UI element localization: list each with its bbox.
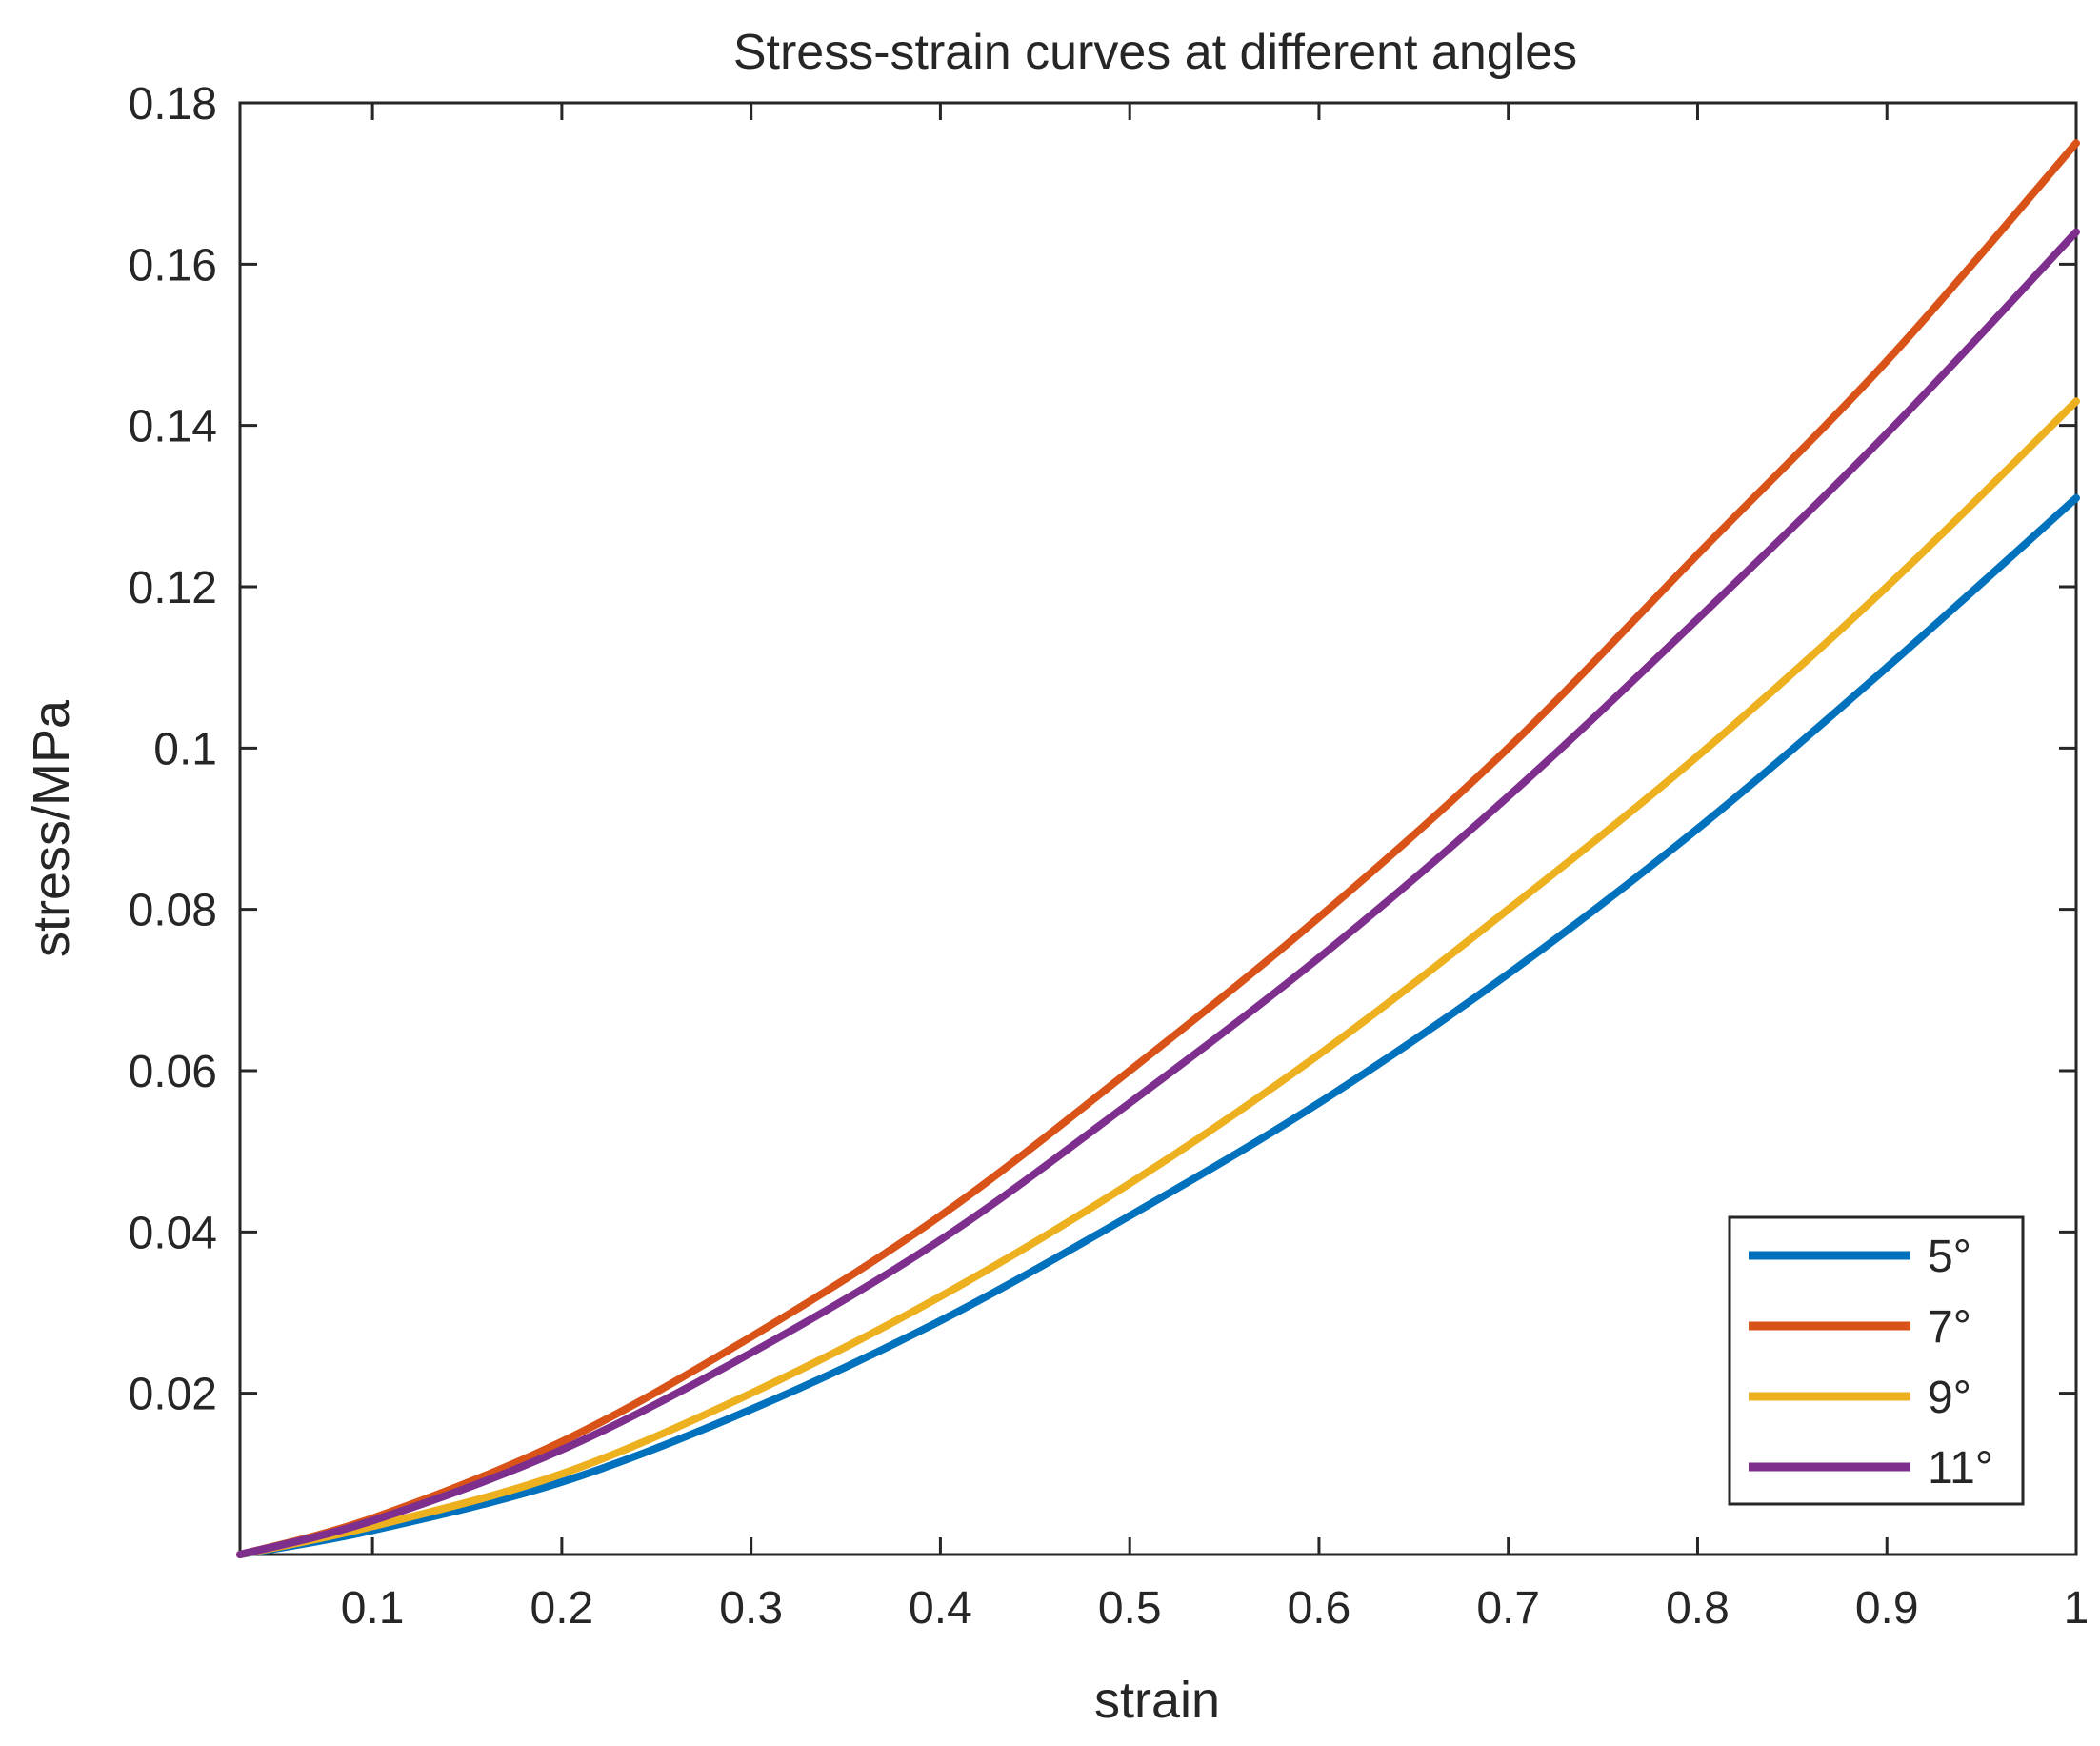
y-tick-label: 0.04 bbox=[129, 1208, 217, 1258]
series-layer bbox=[236, 139, 2080, 1558]
x-tick-label: 0.2 bbox=[530, 1583, 594, 1634]
x-axis-ticks: 0.1 0.2 0.3 0.4 0.5 0.6 0.7 0.8 0.9 1 bbox=[341, 103, 2090, 1634]
x-tick-label: 0.3 bbox=[719, 1583, 783, 1634]
x-tick-label: 0.7 bbox=[1476, 1583, 1540, 1634]
series-3-point bbox=[2076, 401, 2077, 402]
y-axis-ticks: 0.02 0.04 0.06 0.08 0.1 0.12 0.14 0.16 0.18 bbox=[129, 79, 2076, 1420]
legend-label: 5° bbox=[1928, 1232, 1971, 1282]
legend-box bbox=[1728, 1215, 2025, 1506]
y-axis-title: stress/MPa bbox=[23, 699, 80, 957]
legend-label: 11° bbox=[1928, 1443, 1993, 1494]
series-3-point bbox=[1318, 1054, 1319, 1055]
series-2-point bbox=[1697, 554, 1698, 555]
series-1-point bbox=[561, 1481, 562, 1482]
series-2-point bbox=[1887, 360, 1888, 361]
series-3-point bbox=[750, 1393, 751, 1394]
series-3-point bbox=[1887, 587, 1888, 588]
y-tick-label: 0.12 bbox=[129, 563, 217, 613]
series-3-point bbox=[561, 1474, 562, 1475]
series-line-3 bbox=[236, 397, 2080, 1558]
series-4-point bbox=[2076, 231, 2077, 232]
series-4-point bbox=[1508, 796, 1509, 797]
series-1-point bbox=[940, 1320, 941, 1321]
y-tick-label: 0.14 bbox=[129, 402, 217, 452]
series-2-point bbox=[561, 1441, 562, 1442]
y-tick-label: 0.18 bbox=[129, 79, 217, 130]
legend-items: 5° 7° 9° 11° bbox=[1749, 1232, 1993, 1494]
y-tick-label: 0.02 bbox=[129, 1370, 217, 1420]
y-tick-label: 0.06 bbox=[129, 1047, 217, 1097]
series-4-point bbox=[561, 1449, 562, 1450]
series-1-point bbox=[1318, 1102, 1319, 1103]
legend-label: 7° bbox=[1928, 1302, 1971, 1353]
series-2-point bbox=[1318, 917, 1319, 918]
y-tick-label: 0.1 bbox=[153, 724, 217, 774]
x-tick-label: 0.4 bbox=[909, 1583, 972, 1634]
x-tick-label: 1 bbox=[2064, 1583, 2090, 1634]
legend-label: 9° bbox=[1928, 1373, 1971, 1423]
series-2-point bbox=[1508, 748, 1509, 749]
series-2-point bbox=[2076, 143, 2077, 144]
series-4-point bbox=[750, 1353, 751, 1354]
series-4-point bbox=[940, 1239, 941, 1240]
series-1-point bbox=[1508, 973, 1509, 974]
x-tick-label: 0.6 bbox=[1288, 1583, 1351, 1634]
series-line-1 bbox=[236, 493, 2080, 1558]
y-tick-label: 0.08 bbox=[129, 886, 217, 936]
x-axis-title: strain bbox=[1094, 1672, 1220, 1729]
series-2-point bbox=[750, 1336, 751, 1337]
series-3-point bbox=[372, 1526, 373, 1527]
series-3-point bbox=[940, 1296, 941, 1297]
x-tick-label: 0.5 bbox=[1098, 1583, 1162, 1634]
series-line-2 bbox=[236, 139, 2080, 1558]
x-tick-label: 0.9 bbox=[1855, 1583, 1919, 1634]
series-4-point bbox=[372, 1520, 373, 1521]
series-4-point bbox=[1887, 433, 1888, 434]
series-1-point bbox=[1887, 667, 1888, 668]
x-tick-label: 0.1 bbox=[341, 1583, 405, 1634]
x-tick-label: 0.8 bbox=[1666, 1583, 1730, 1634]
series-4-point bbox=[1697, 618, 1698, 619]
series-3-point bbox=[1508, 909, 1509, 910]
series-4-point bbox=[1318, 957, 1319, 958]
series-1-point bbox=[750, 1409, 751, 1410]
series-1-point bbox=[2076, 497, 2077, 498]
chart-title: Stress-strain curves at different angles bbox=[733, 25, 1577, 80]
series-2-point bbox=[940, 1215, 941, 1216]
legend: 5° 7° 9° 11° bbox=[1728, 1215, 2025, 1506]
series-line-4 bbox=[236, 228, 2080, 1558]
series-1-point bbox=[1697, 829, 1698, 830]
series-3-point bbox=[1697, 755, 1698, 756]
y-tick-label: 0.16 bbox=[129, 240, 217, 291]
